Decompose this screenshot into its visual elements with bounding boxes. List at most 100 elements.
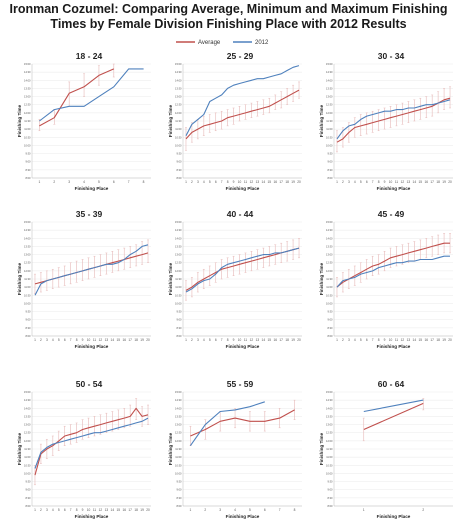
x-tick-label: 7: [128, 180, 130, 184]
x-tick-label: 8: [227, 180, 229, 184]
chart-title: 55 - 59: [227, 379, 254, 389]
y-tick-label: 13:00: [175, 253, 182, 257]
x-tick-label: 1: [34, 338, 36, 342]
series-line-average: [336, 242, 450, 288]
y-tick-label: 15:00: [175, 390, 182, 394]
y-tick-label: 12:30: [175, 103, 182, 107]
chart-title: 60 - 64: [378, 379, 405, 389]
x-tick-label: 2: [40, 338, 42, 342]
y-tick-label: 9:30: [176, 152, 182, 156]
y-axis-label: Finishing Time: [319, 104, 324, 137]
x-tick-label: 8: [378, 180, 380, 184]
x-tick-label: 7: [221, 338, 223, 342]
x-tick-label: 5: [360, 180, 362, 184]
y-tick-label: 13:30: [24, 244, 31, 248]
x-tick-label: 3: [219, 508, 221, 512]
x-tick-label: 11: [395, 180, 399, 184]
y-tick-label: 11:00: [24, 127, 31, 131]
y-tick-label: 13:30: [326, 86, 333, 90]
y-tick-label: 8:00: [176, 504, 182, 508]
y-tick-label: 10:00: [326, 471, 333, 475]
x-tick-label: 4: [83, 180, 85, 184]
y-tick-label: 11:30: [175, 447, 182, 451]
x-tick-label: 3: [197, 338, 199, 342]
x-tick-label: 1: [34, 508, 36, 512]
chart-title: 45 - 49: [378, 209, 405, 219]
x-tick-label: 13: [407, 180, 411, 184]
legend-label-2012: 2012: [255, 40, 269, 46]
y-tick-label: 8:00: [327, 504, 333, 508]
x-tick-label: 10: [238, 180, 242, 184]
y-tick-label: 15:00: [24, 220, 31, 224]
x-tick-label: 3: [46, 508, 48, 512]
y-tick-label: 9:00: [327, 160, 333, 164]
y-tick-label: 9:30: [327, 310, 333, 314]
x-tick-label: 1: [336, 338, 338, 342]
x-tick-label: 13: [105, 508, 109, 512]
x-tick-label: 15: [268, 180, 272, 184]
x-tick-label: 8: [76, 338, 78, 342]
x-axis-label: Finishing Place: [226, 186, 260, 191]
chart-title: 35 - 39: [76, 209, 103, 219]
series-line-2012: [34, 417, 149, 469]
x-axis-label: Finishing Place: [226, 344, 260, 349]
y-tick-label: 13:00: [175, 423, 182, 427]
x-tick-label: 4: [354, 338, 356, 342]
y-tick-label: 11:30: [326, 119, 333, 123]
y-tick-label: 12:30: [326, 261, 333, 265]
x-tick-label: 20: [297, 180, 301, 184]
y-tick-label: 8:00: [327, 176, 333, 180]
series-line-2012: [185, 247, 300, 293]
y-tick-label: 9:30: [25, 480, 31, 484]
x-tick-label: 17: [128, 338, 132, 342]
y-tick-label: 13:30: [326, 414, 333, 418]
x-tick-label: 8: [143, 180, 145, 184]
y-axis-label: Finishing Time: [168, 104, 173, 137]
x-tick-label: 9: [233, 180, 235, 184]
y-tick-label: 12:00: [326, 269, 333, 273]
x-tick-label: 9: [233, 338, 235, 342]
x-tick-label: 6: [113, 180, 115, 184]
y-tick-label: 10:30: [175, 293, 182, 297]
y-tick-label: 10:30: [24, 463, 31, 467]
y-tick-label: 11:00: [24, 455, 31, 459]
y-tick-label: 15:00: [24, 390, 31, 394]
y-tick-label: 8:00: [176, 176, 182, 180]
x-tick-label: 7: [372, 338, 374, 342]
x-tick-label: 6: [366, 338, 368, 342]
y-tick-label: 11:30: [24, 447, 31, 451]
y-tick-label: 9:30: [25, 310, 31, 314]
y-tick-label: 14:00: [326, 78, 333, 82]
y-tick-label: 8:30: [25, 496, 31, 500]
x-tick-label: 9: [82, 338, 84, 342]
x-tick-label: 15: [117, 508, 121, 512]
y-tick-label: 11:30: [326, 447, 333, 451]
y-tick-label: 8:30: [176, 168, 182, 172]
x-tick-label: 20: [146, 338, 150, 342]
chart-title: 40 - 44: [227, 209, 254, 219]
x-tick-label: 9: [384, 338, 386, 342]
y-tick-label: 15:00: [326, 220, 333, 224]
y-tick-label: 12:30: [24, 431, 31, 435]
y-tick-label: 14:00: [24, 78, 31, 82]
y-tick-label: 14:00: [175, 236, 182, 240]
y-tick-label: 11:00: [326, 285, 333, 289]
x-tick-label: 2: [422, 508, 424, 512]
legend-label-average: Average: [198, 40, 221, 46]
y-tick-label: 13:30: [175, 244, 182, 248]
y-tick-label: 14:30: [175, 398, 182, 402]
x-tick-label: 4: [354, 180, 356, 184]
x-tick-label: 6: [64, 508, 66, 512]
x-tick-label: 7: [70, 338, 72, 342]
y-tick-label: 11:30: [24, 119, 31, 123]
x-tick-label: 5: [360, 338, 362, 342]
x-tick-label: 8: [294, 508, 296, 512]
y-tick-label: 9:30: [327, 480, 333, 484]
y-tick-label: 14:30: [24, 70, 31, 74]
y-tick-label: 12:00: [24, 439, 31, 443]
x-tick-label: 6: [215, 338, 217, 342]
x-axis-label: Finishing Place: [75, 344, 109, 349]
y-tick-label: 11:30: [175, 277, 182, 281]
x-tick-label: 17: [128, 508, 132, 512]
